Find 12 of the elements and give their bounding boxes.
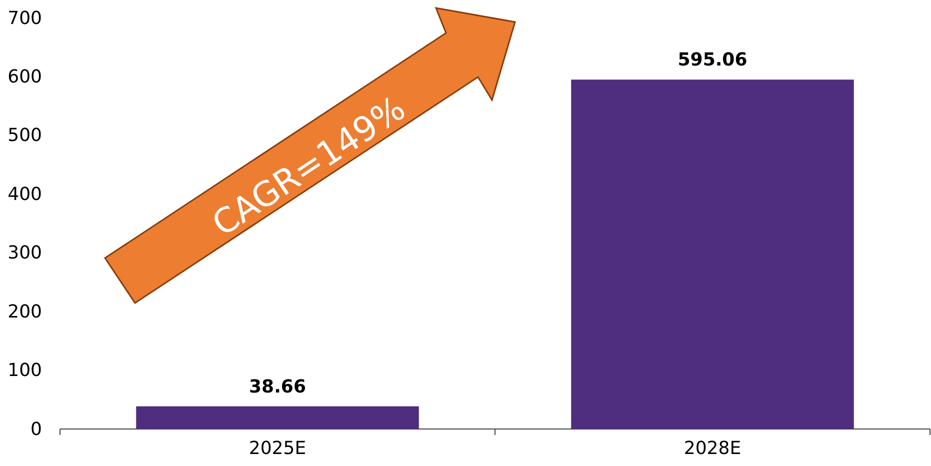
x-tick-label: 2028E — [684, 438, 742, 459]
y-tick-label: 500 — [8, 125, 42, 146]
data-label: 38.66 — [249, 376, 306, 398]
y-tick-label: 200 — [8, 301, 42, 322]
y-tick-label: 300 — [8, 242, 42, 264]
y-tick-label: 400 — [8, 184, 42, 205]
x-tick-label: 2025E — [248, 438, 306, 459]
y-tick-label: 100 — [8, 360, 42, 382]
y-tick-label: 600 — [8, 66, 42, 88]
data-label: 595.06 — [678, 50, 748, 71]
y-tick-label: 700 — [8, 8, 42, 29]
y-tick-label: 0 — [30, 418, 42, 440]
